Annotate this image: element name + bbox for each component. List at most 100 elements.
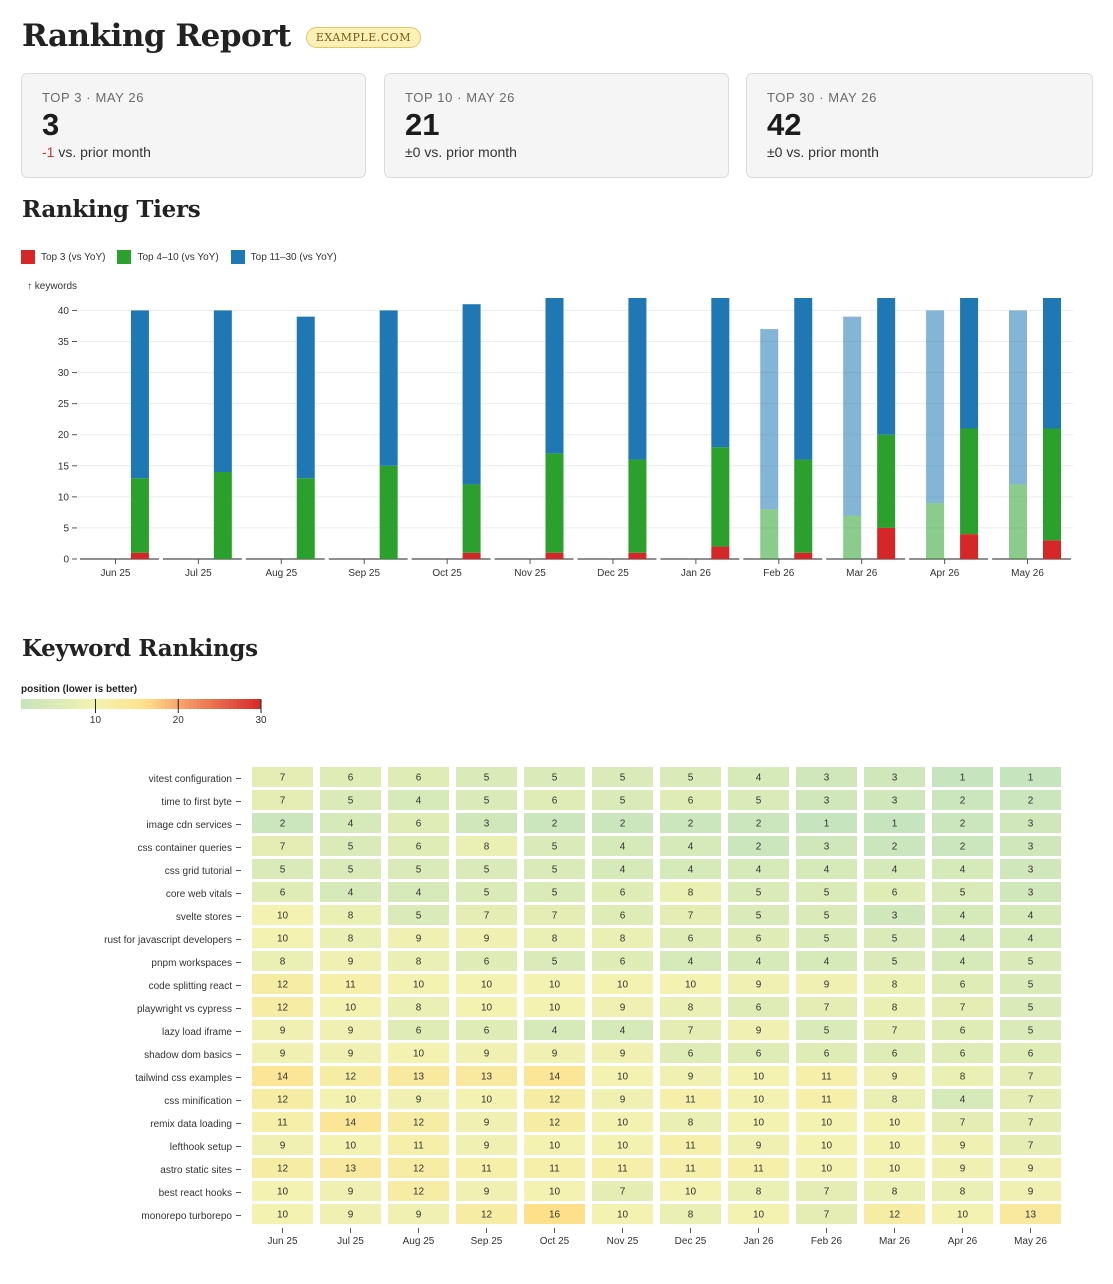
heatmap-cell: [932, 1089, 993, 1109]
cell-value: 2: [892, 842, 898, 853]
heatmap-cell: [592, 974, 653, 994]
colorbar-segment: [25, 699, 30, 709]
colorbar-segment: [201, 699, 206, 709]
cell-value: 2: [552, 819, 558, 830]
colorbar-segment: [145, 699, 150, 709]
heatmap-cell: [1000, 1089, 1061, 1109]
heatmap-cell: [524, 836, 585, 856]
heatmap-cell: [932, 974, 993, 994]
heatmap-cell: [728, 905, 789, 925]
cell-value: 4: [348, 888, 354, 899]
heatmap-cell: [592, 928, 653, 948]
cell-value: 7: [280, 773, 286, 784]
row-label: pnpm workspaces: [151, 958, 232, 969]
heatmap-cell: [388, 813, 449, 833]
cell-value: 8: [960, 1187, 966, 1198]
heatmap-cell: [796, 1066, 857, 1086]
bar-top-4-10: [130, 478, 149, 553]
bar-top-3: [1043, 540, 1061, 559]
card-label: TOP 3 · MAY 26: [42, 90, 145, 105]
cell-value: 2: [620, 819, 626, 830]
cell-value: 10: [413, 1049, 425, 1060]
heatmap-cell: [932, 836, 993, 856]
cell-value: 5: [824, 911, 830, 922]
heatmap-cell: [796, 836, 857, 856]
heatmap-cell: [592, 951, 653, 971]
heatmap-cell: [864, 767, 925, 787]
y-tick-label: 10: [58, 492, 70, 503]
page-title: Ranking Report: [22, 18, 291, 54]
colorbar-segment: [65, 699, 70, 709]
heatmap-cell: [728, 1089, 789, 1109]
cell-value: 3: [892, 773, 898, 784]
cell-value: 4: [756, 957, 762, 968]
cell-value: 5: [552, 957, 558, 968]
heatmap-cell: [524, 928, 585, 948]
cell-value: 5: [348, 796, 354, 807]
cell-value: 2: [688, 819, 694, 830]
heatmap-cell: [320, 1043, 381, 1063]
heatmap-cell: [592, 1112, 653, 1132]
heatmap-cell: [252, 1020, 313, 1040]
heatmap-cell: [1000, 1181, 1061, 1201]
cell-value: 1: [1028, 773, 1034, 784]
cell-value: 9: [348, 1049, 354, 1060]
heatmap-cell: [864, 1135, 925, 1155]
bar-top-4-10: [960, 428, 979, 535]
heatmap-cell: [524, 1066, 585, 1086]
cell-value: 3: [824, 796, 830, 807]
heatmap-cell: [456, 974, 517, 994]
heatmap-cell: [320, 813, 381, 833]
y-tick-label: 25: [58, 399, 70, 410]
cell-value: 9: [484, 934, 490, 945]
cell-value: 5: [348, 865, 354, 876]
cell-value: 9: [688, 1072, 694, 1083]
heatmap-cell: [252, 1066, 313, 1086]
cell-value: 3: [1028, 888, 1034, 899]
cell-value: 5: [824, 1026, 830, 1037]
cell-value: 5: [688, 773, 694, 784]
cell-value: 10: [277, 1187, 289, 1198]
cell-value: 10: [277, 911, 289, 922]
colorbar-segment: [41, 699, 46, 709]
cell-value: 6: [280, 888, 286, 899]
bar-top-3: [545, 552, 564, 559]
bar-top-11-30: [960, 298, 979, 429]
heatmap-cell: [592, 1089, 653, 1109]
heatmap-cell: [388, 1112, 449, 1132]
bar-yoy-top-11-30: [1009, 310, 1027, 485]
heatmap-cell: [796, 951, 857, 971]
heatmap-cell: [660, 859, 721, 879]
y-axis-label: ↑ keywords: [27, 281, 77, 292]
heatmap-cell: [320, 836, 381, 856]
row-label: astro static sites: [160, 1165, 232, 1176]
x-tick-label: Dec 25: [675, 1236, 707, 1247]
cell-value: 10: [345, 1003, 357, 1014]
cell-value: 9: [824, 980, 830, 991]
cell-value: 2: [280, 819, 286, 830]
cell-value: 10: [889, 1141, 901, 1152]
cell-value: 6: [824, 1049, 830, 1060]
cell-value: 6: [416, 1026, 422, 1037]
cell-value: 9: [620, 1049, 626, 1060]
x-tick-label: Jan 26: [743, 1236, 773, 1247]
heatmap-cell: [592, 767, 653, 787]
heatmap-cell: [796, 1089, 857, 1109]
cell-value: 9: [756, 980, 762, 991]
cell-value: 9: [620, 1003, 626, 1014]
heatmap-cell: [388, 1089, 449, 1109]
heatmap-cell: [660, 790, 721, 810]
heatmap-cell: [660, 1020, 721, 1040]
cell-value: 10: [345, 1095, 357, 1106]
bar-top-11-30: [545, 298, 564, 454]
heatmap-cell: [456, 1112, 517, 1132]
heatmap-cell: [660, 1043, 721, 1063]
cell-value: 6: [348, 773, 354, 784]
delta-value: ±0: [767, 144, 783, 160]
cell-value: 10: [549, 1187, 561, 1198]
cell-value: 6: [416, 842, 422, 853]
cell-value: 8: [756, 1187, 762, 1198]
tiers-section-title: Ranking Tiers: [22, 196, 201, 223]
colorbar-segment: [197, 699, 202, 709]
cell-value: 6: [756, 934, 762, 945]
